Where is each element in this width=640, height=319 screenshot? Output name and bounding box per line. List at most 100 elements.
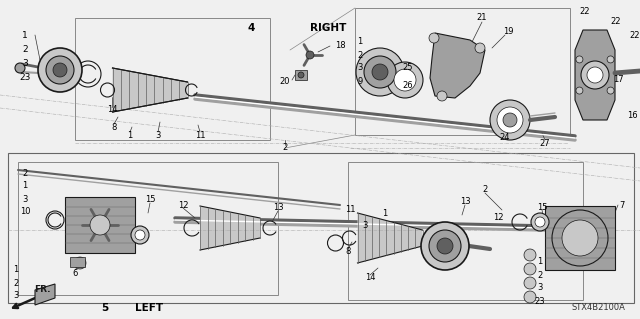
Text: 3: 3 xyxy=(357,63,363,72)
Text: FR.: FR. xyxy=(34,286,51,294)
Text: 3: 3 xyxy=(22,195,28,204)
Text: 2: 2 xyxy=(22,44,28,54)
Circle shape xyxy=(531,213,549,231)
Text: 27: 27 xyxy=(540,138,550,147)
Circle shape xyxy=(581,61,609,89)
Circle shape xyxy=(503,113,517,127)
Text: 1: 1 xyxy=(382,209,388,218)
Bar xyxy=(295,70,307,80)
Circle shape xyxy=(90,215,110,235)
Circle shape xyxy=(524,263,536,275)
Text: 13: 13 xyxy=(460,197,470,206)
Text: 12: 12 xyxy=(178,201,188,210)
Bar xyxy=(65,197,135,253)
Text: 14: 14 xyxy=(107,106,117,115)
Polygon shape xyxy=(35,284,55,305)
Text: 11: 11 xyxy=(195,130,205,139)
Text: 7: 7 xyxy=(620,201,625,210)
Text: 6: 6 xyxy=(72,269,77,278)
Text: STX4B2100A: STX4B2100A xyxy=(571,302,625,311)
Text: 26: 26 xyxy=(403,80,413,90)
Text: 1: 1 xyxy=(538,257,543,266)
Text: 22: 22 xyxy=(580,8,590,17)
Circle shape xyxy=(524,249,536,261)
Circle shape xyxy=(524,277,536,289)
Circle shape xyxy=(46,56,74,84)
Bar xyxy=(75,18,270,140)
Text: 1: 1 xyxy=(127,130,132,139)
Circle shape xyxy=(356,48,404,96)
Bar xyxy=(545,206,615,270)
Text: 23: 23 xyxy=(534,296,545,306)
Bar xyxy=(355,8,570,135)
Text: 3: 3 xyxy=(13,292,19,300)
Text: 2: 2 xyxy=(282,144,287,152)
Text: 23: 23 xyxy=(19,72,31,81)
Text: RIGHT: RIGHT xyxy=(310,23,346,33)
Bar xyxy=(18,162,278,295)
Text: 17: 17 xyxy=(612,76,623,85)
Text: 1: 1 xyxy=(22,182,28,190)
Circle shape xyxy=(372,64,388,80)
Text: 2: 2 xyxy=(538,271,543,279)
Circle shape xyxy=(475,43,485,53)
Text: 12: 12 xyxy=(493,213,503,222)
Text: 15: 15 xyxy=(537,203,547,211)
Text: 20: 20 xyxy=(280,78,290,86)
Circle shape xyxy=(421,222,469,270)
Text: 22: 22 xyxy=(611,18,621,26)
Circle shape xyxy=(53,63,67,77)
Circle shape xyxy=(535,217,545,227)
Text: 3: 3 xyxy=(538,284,543,293)
Circle shape xyxy=(15,63,25,73)
Circle shape xyxy=(607,87,614,94)
Text: 2: 2 xyxy=(22,168,28,177)
Circle shape xyxy=(490,100,530,140)
Polygon shape xyxy=(430,33,485,98)
Text: 2: 2 xyxy=(13,278,19,287)
Circle shape xyxy=(562,220,598,256)
Bar xyxy=(348,162,583,300)
Circle shape xyxy=(306,51,314,59)
Circle shape xyxy=(131,226,149,244)
Circle shape xyxy=(394,69,416,91)
Circle shape xyxy=(135,230,145,240)
Text: 5: 5 xyxy=(100,303,108,313)
Circle shape xyxy=(364,56,396,88)
Circle shape xyxy=(38,48,82,92)
Text: 4: 4 xyxy=(248,23,255,33)
Text: LEFT: LEFT xyxy=(135,303,163,313)
Text: 18: 18 xyxy=(335,41,346,49)
Circle shape xyxy=(524,291,536,303)
Text: 2: 2 xyxy=(357,50,363,60)
Circle shape xyxy=(607,56,614,63)
Text: 24: 24 xyxy=(500,133,510,143)
Text: 13: 13 xyxy=(273,204,284,212)
Polygon shape xyxy=(200,206,260,250)
Text: 19: 19 xyxy=(503,27,513,36)
Text: 15: 15 xyxy=(145,196,156,204)
Text: 8: 8 xyxy=(111,122,116,131)
Text: 2: 2 xyxy=(483,186,488,195)
Text: 1: 1 xyxy=(22,31,28,40)
Polygon shape xyxy=(358,213,422,263)
Bar xyxy=(8,153,634,303)
Polygon shape xyxy=(575,30,615,120)
Circle shape xyxy=(437,91,447,101)
Circle shape xyxy=(576,87,583,94)
Text: 25: 25 xyxy=(403,63,413,72)
Text: 1: 1 xyxy=(357,38,363,47)
Circle shape xyxy=(298,72,304,78)
Circle shape xyxy=(587,67,603,83)
Text: 16: 16 xyxy=(627,110,637,120)
Text: 3: 3 xyxy=(156,130,161,139)
Text: 3: 3 xyxy=(362,220,368,229)
Circle shape xyxy=(437,238,453,254)
Text: 9: 9 xyxy=(357,77,363,85)
Text: 10: 10 xyxy=(20,207,30,217)
Circle shape xyxy=(429,230,461,262)
Circle shape xyxy=(387,62,423,98)
Text: 1: 1 xyxy=(13,265,19,275)
Circle shape xyxy=(429,33,439,43)
Text: 3: 3 xyxy=(22,58,28,68)
